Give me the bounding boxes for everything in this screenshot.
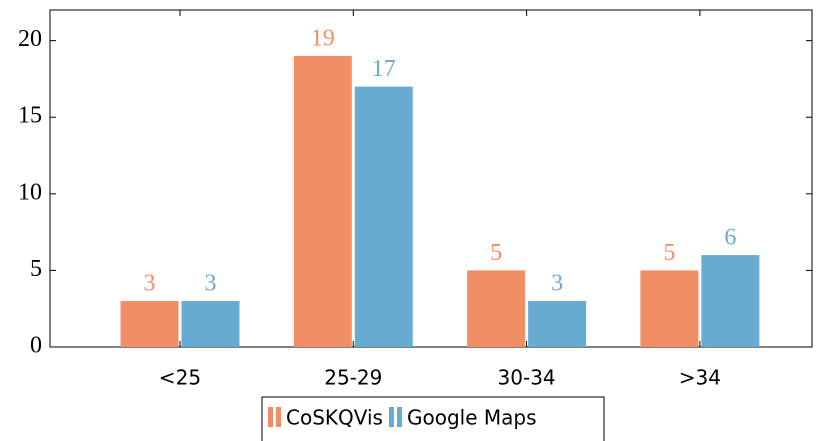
legend-swatch <box>396 407 402 427</box>
y-tick-label: 10 <box>18 179 42 205</box>
y-tick-label: 20 <box>18 26 42 52</box>
bar <box>467 270 526 347</box>
bar <box>701 255 760 347</box>
legend-swatch <box>276 407 281 427</box>
bar <box>354 86 413 347</box>
plot-frame <box>49 9 813 348</box>
legend-swatch <box>388 407 394 427</box>
bar <box>181 301 240 347</box>
x-tick-label: <25 <box>159 366 201 390</box>
bar <box>293 55 352 348</box>
y-tick-label: 5 <box>30 256 42 282</box>
data-label: 5 <box>663 240 675 266</box>
y-tick-label: 0 <box>30 333 42 359</box>
legend-box <box>261 396 605 441</box>
x-tick-label: 25-29 <box>324 366 382 390</box>
data-label: 3 <box>551 271 563 297</box>
bar <box>528 301 587 347</box>
data-label: 3 <box>144 271 156 297</box>
data-label: 5 <box>490 240 502 266</box>
legend-swatch <box>268 407 273 427</box>
legend-label: CoSKQVis <box>286 406 383 430</box>
data-label: 3 <box>205 271 217 297</box>
x-tick-label: >34 <box>679 366 721 390</box>
data-label: 19 <box>311 25 335 51</box>
data-label: 17 <box>372 56 396 82</box>
y-tick-label: 15 <box>18 103 42 129</box>
x-tick-label: 30-34 <box>498 366 556 390</box>
data-label: 6 <box>724 225 736 251</box>
bar <box>120 301 179 347</box>
bar <box>640 270 699 347</box>
legend-label: Google Maps <box>407 406 537 430</box>
